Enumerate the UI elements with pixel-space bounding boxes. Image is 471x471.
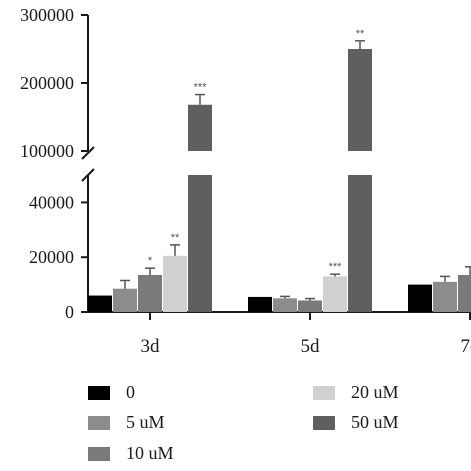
bar — [163, 255, 187, 312]
y-tick-label: 40000 — [29, 192, 74, 212]
y-tick-label: 200000 — [20, 73, 74, 93]
y-tick-label: 20000 — [29, 247, 74, 267]
bar — [138, 275, 162, 312]
bar — [113, 288, 137, 312]
significance-label: *** — [194, 82, 208, 94]
axis-break-mark-top — [81, 146, 95, 160]
bar — [348, 175, 372, 312]
y-tick-label: 300000 — [20, 5, 74, 25]
bar — [248, 296, 272, 312]
significance-label: ** — [356, 28, 365, 40]
significance-label: ** — [171, 232, 180, 244]
bar — [408, 284, 432, 312]
significance-label: * — [148, 255, 153, 267]
bar — [88, 295, 112, 312]
bar — [458, 275, 471, 312]
bar — [298, 300, 322, 312]
bar-upper — [348, 49, 372, 151]
significance-label: *** — [329, 261, 343, 273]
x-tick-label: 5d — [301, 336, 321, 357]
x-tick-label: 3d — [141, 336, 161, 357]
bar — [323, 276, 347, 312]
y-tick-label: 0 — [65, 302, 74, 322]
bar — [188, 175, 212, 312]
x-tick-label: 7d — [461, 336, 471, 357]
bar — [273, 298, 297, 312]
y-tick-label: 100000 — [20, 141, 74, 161]
bar-upper — [188, 104, 212, 151]
bar — [433, 281, 457, 312]
axis-break-mark-bottom — [81, 168, 95, 182]
